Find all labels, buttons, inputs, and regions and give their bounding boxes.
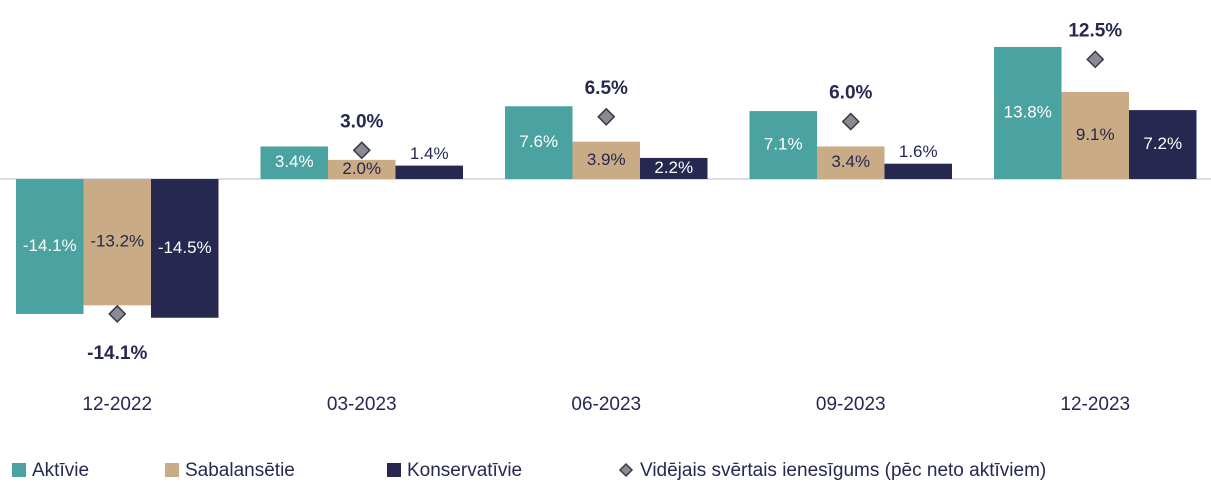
x-tick-label: 12-2022 <box>82 394 152 415</box>
bar <box>749 111 817 179</box>
value-label: -14.1% <box>23 236 77 255</box>
bar <box>505 106 573 179</box>
value-label: 7.6% <box>519 132 558 151</box>
value-label: 9.1% <box>1076 125 1115 144</box>
average-marker <box>1086 50 1105 69</box>
bar <box>884 163 952 179</box>
bar <box>640 157 708 179</box>
average-marker <box>597 107 616 126</box>
bar <box>1129 110 1197 179</box>
value-label: 1.6% <box>899 142 938 161</box>
bar <box>16 179 84 314</box>
value-label: -13.2% <box>90 232 144 251</box>
bar <box>817 146 885 179</box>
average-marker <box>108 304 127 323</box>
legend-label: Sabalansētie <box>185 460 295 481</box>
legend-marker <box>618 462 634 478</box>
value-label: 3.9% <box>587 150 626 169</box>
legend-marker <box>387 463 401 477</box>
bar <box>994 46 1062 180</box>
bar <box>395 165 463 179</box>
value-label: -14.5% <box>158 238 212 257</box>
average-label: 6.0% <box>829 83 872 104</box>
average-marker <box>352 141 371 160</box>
bar <box>1061 91 1129 179</box>
value-label: 3.4% <box>831 152 870 171</box>
bar <box>328 159 396 179</box>
x-tick-label: 12-2023 <box>1060 394 1130 415</box>
x-tick-label: 06-2023 <box>571 394 641 415</box>
legend-label: Konservatīvie <box>407 460 522 481</box>
value-label: 13.8% <box>1004 102 1052 121</box>
bar <box>151 179 219 318</box>
value-label: 7.2% <box>1143 134 1182 153</box>
legend-marker <box>12 463 26 477</box>
value-label: 2.0% <box>342 159 381 178</box>
average-label: 6.5% <box>585 78 628 99</box>
value-label: 1.4% <box>410 144 449 163</box>
bar <box>572 141 640 179</box>
bar <box>83 179 151 306</box>
value-label: 7.1% <box>764 135 803 154</box>
average-label: 3.0% <box>340 111 383 132</box>
x-tick-label: 09-2023 <box>816 394 886 415</box>
legend-label: Vidējais svērtais ienesīgums (pēc neto a… <box>640 460 1046 481</box>
value-label: 3.4% <box>275 152 314 171</box>
average-label: 12.5% <box>1068 20 1122 41</box>
value-label: 2.2% <box>654 158 693 177</box>
average-label: -14.1% <box>87 343 147 364</box>
average-marker <box>841 112 860 131</box>
bar <box>260 146 328 179</box>
legend-marker <box>165 463 179 477</box>
legend-label: Aktīvie <box>32 460 89 481</box>
x-tick-label: 03-2023 <box>327 394 397 415</box>
